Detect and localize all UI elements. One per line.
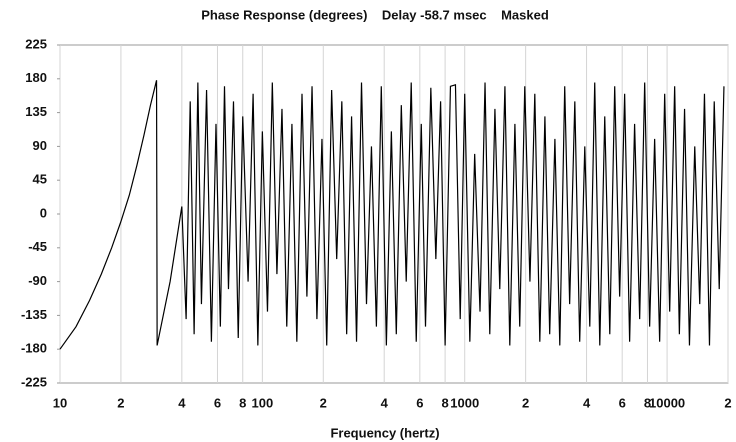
x-tick-label: 6 bbox=[416, 395, 423, 410]
y-tick-label: -135 bbox=[21, 307, 47, 322]
x-tick-label: 4 bbox=[381, 395, 389, 410]
x-tick-label: 10000 bbox=[649, 395, 685, 410]
x-axis-label: Frequency (hertz) bbox=[330, 425, 439, 440]
y-tick-label: -90 bbox=[28, 273, 47, 288]
y-tick-label: 45 bbox=[33, 172, 47, 187]
x-tick-label: 2 bbox=[320, 395, 327, 410]
y-tick-label: 0 bbox=[40, 205, 47, 220]
x-tick-label: 6 bbox=[619, 395, 626, 410]
x-tick-label: 100 bbox=[252, 395, 274, 410]
x-tick-label: 8 bbox=[644, 395, 651, 410]
y-tick-label: -180 bbox=[21, 341, 47, 356]
chart-title: Phase Response (degrees) Delay -58.7 mse… bbox=[201, 7, 549, 22]
x-tick-label: 2 bbox=[724, 395, 731, 410]
y-tick-label: 135 bbox=[25, 104, 47, 119]
y-tick-label: -45 bbox=[28, 239, 47, 254]
y-tick-label: 180 bbox=[25, 70, 47, 85]
y-tick-label: -225 bbox=[21, 374, 47, 389]
x-tick-label: 8 bbox=[441, 395, 448, 410]
y-tick-label: 225 bbox=[25, 36, 47, 51]
y-tick-label: 90 bbox=[33, 138, 47, 153]
plot-area bbox=[59, 44, 729, 384]
x-tick-label: 4 bbox=[178, 395, 186, 410]
x-tick-label: 2 bbox=[522, 395, 529, 410]
x-tick-label: 2 bbox=[117, 395, 124, 410]
x-tick-label: 1000 bbox=[450, 395, 479, 410]
x-tick-label: 10 bbox=[53, 395, 67, 410]
phase-line bbox=[59, 80, 725, 350]
x-tick-label: 8 bbox=[239, 395, 246, 410]
x-tick-label: 6 bbox=[214, 395, 221, 410]
x-tick-label: 4 bbox=[583, 395, 591, 410]
